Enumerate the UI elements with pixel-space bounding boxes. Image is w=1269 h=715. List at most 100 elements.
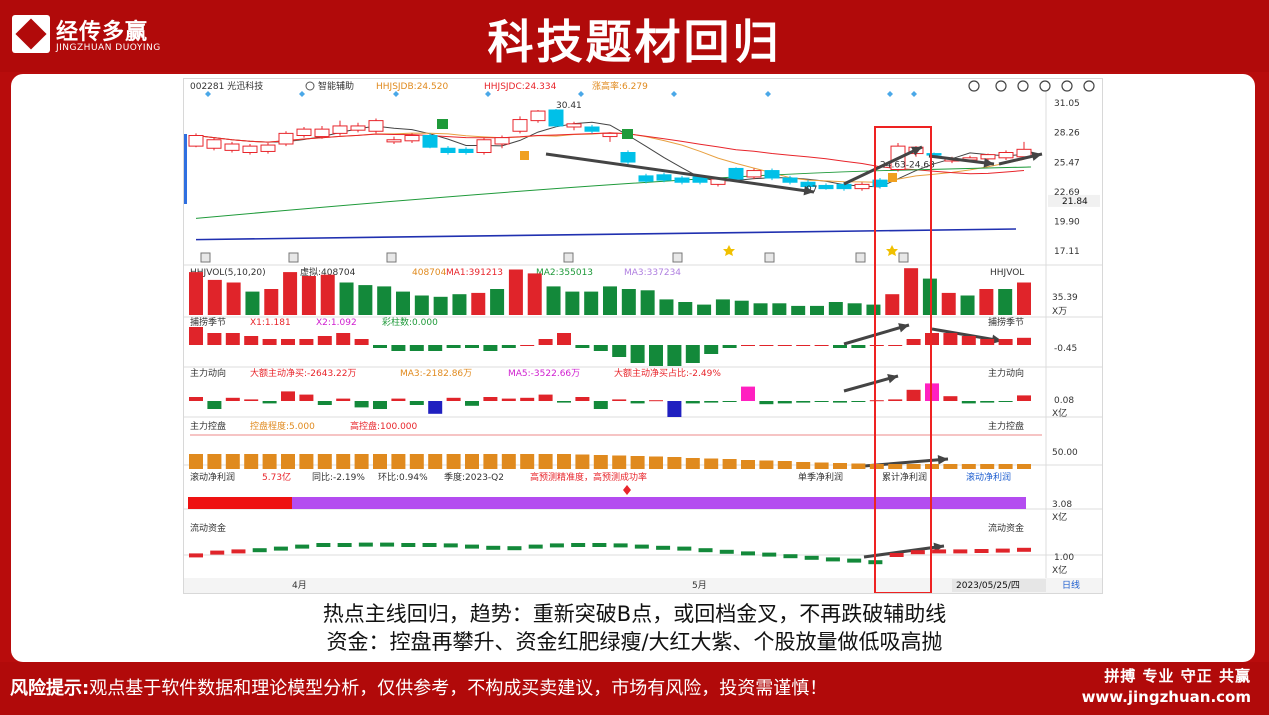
volume-bar [546,286,561,315]
capture-bar [593,345,608,351]
capture-bar [796,345,811,346]
control-bar [446,454,461,469]
signal-s-icon [622,129,633,139]
capture-bar [538,339,553,345]
capture-bar [225,333,240,345]
flow-bar [501,398,516,401]
profit-forecast: 高预测精准度，高预测成功率 [530,471,647,483]
help-icon[interactable] [1061,80,1073,92]
volume-bar [885,294,900,315]
vol-value: 408704 [412,268,447,278]
candle-down [674,177,690,183]
capture-bar [207,333,222,345]
flow-bar [373,401,387,409]
control-bar [667,457,682,469]
flow-bar [409,401,424,405]
capture-title: 捕捞季节 [190,316,226,328]
capture-bar [501,345,516,348]
flow-bar [906,389,921,401]
capture-bar [428,345,443,351]
x-label-may: 5月 [692,580,707,591]
control-bar [593,455,608,469]
candle-down [764,170,780,179]
trend-arrow [928,154,995,166]
capture-bar [483,345,498,351]
volume-bar [791,305,806,315]
zoom-in-icon[interactable] [995,80,1007,92]
flow-bar [483,397,498,401]
volume-bar [603,286,617,315]
volume-bar [508,269,523,315]
control-bar [833,463,847,469]
candle-up [296,128,312,136]
flow-ma3: MA3:-2182.86万 [400,369,472,379]
volume-bar [433,296,448,315]
volume-bar [396,291,410,315]
candle-up [386,139,402,143]
minus-icon[interactable] [1017,80,1029,92]
event-marker-icon [386,252,397,263]
liquid-step [422,543,437,547]
capture-bar [722,345,737,348]
volume-bar [471,292,486,315]
flow-ratio: 大额主动净买占比:-2.49% [614,367,721,379]
control-bar [759,460,774,469]
capture-bar [704,345,719,354]
return-icon[interactable] [968,80,980,92]
control-bar [685,458,700,469]
volume-bar [941,292,956,315]
arrow-head [887,374,898,384]
flow-bar [299,394,314,401]
flow-bar [814,401,829,402]
volume-bar [283,272,298,315]
star-icon [886,245,898,256]
price-axis-tick: 19.90 [1054,218,1080,228]
candle-up [278,132,294,145]
flow-bar [704,401,719,403]
brand-name-cn: 经传多赢 [56,20,149,45]
capture-bar [391,345,406,351]
volume-bar [565,291,580,315]
stock-chart[interactable]: 002281 光迅科技 智能辅助 HHJSJDB:24.520 HHJSJDC:24.… [183,78,1103,594]
liquid-step [932,549,947,554]
flow-bar [998,401,1013,402]
indicator-hhjsjdc: HHJSJDC:24.334 [484,82,557,92]
note-line-1: 热点主线回归，趋势：重新突破B点，或回档金叉，不再跌破辅助线 [322,602,947,626]
liquid-step [762,552,777,557]
volume-bar [904,268,919,315]
liquid-step [465,544,479,549]
capture-bar [465,345,479,348]
capture-bars: 彩柱数:0.000 [382,316,438,328]
event-marker-icon [855,252,866,263]
candle-up [512,119,528,132]
control-bar [373,454,387,469]
flow-bar [575,397,590,401]
candle-up [314,128,330,138]
diamond-marker [887,91,893,97]
control-bar [722,459,737,469]
price-axis-tick: 31.05 [1054,99,1080,109]
liquid-step [995,548,1010,553]
close-icon[interactable] [1083,80,1095,92]
candle-up [404,135,420,142]
settings-icon[interactable] [1039,80,1051,92]
capture-bar [906,339,921,345]
liquid-step [719,549,734,554]
control-bar [317,454,332,469]
risk-label: 风险提示: [10,678,90,699]
volume-bar [245,291,260,315]
flow-bar [759,401,774,405]
candle-up [260,144,276,152]
candle-down [800,181,816,187]
volume-bar [772,303,787,315]
flow-axis-unit: X亿 [1052,407,1067,419]
liquid-step [889,553,904,557]
capture-bar [869,345,884,346]
candle-down [620,152,636,163]
liquid-step [741,551,755,556]
volume-bar [1017,282,1031,315]
volume-bar [866,304,881,315]
flow-title-right: 主力动向 [988,367,1024,379]
stock-code-name: 002281 光迅科技 [190,80,263,92]
indicator-hhjsjdb: HHJSJDB:24.520 [376,82,448,92]
